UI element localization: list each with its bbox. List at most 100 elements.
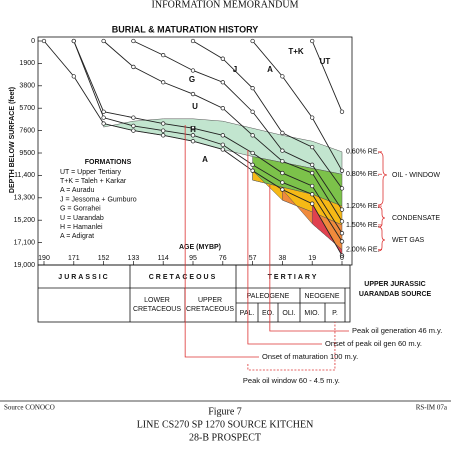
- x-tick-label: 19: [308, 255, 316, 262]
- burial-curve: [73, 40, 343, 242]
- curve-label: U: [192, 102, 198, 111]
- curve-point: [339, 253, 345, 258]
- legend-entry: A = Adigrat: [60, 233, 94, 240]
- legend-entry: H = Hamanlei: [60, 224, 103, 231]
- legend-entry: UT = Upper Tertiary: [60, 169, 122, 176]
- curve-point: [339, 207, 345, 212]
- marker-label: Onset of maturation 100 m.y.: [262, 352, 358, 361]
- marker-line: [184, 125, 259, 358]
- zone-label: CONDENSATE: [392, 215, 440, 222]
- curve-point: [250, 162, 255, 167]
- epoch-label: NEOGENE: [304, 293, 339, 300]
- curve-point: [280, 187, 285, 192]
- epoch-label: LOWER: [144, 297, 170, 304]
- marker-line: [269, 185, 349, 332]
- maturity-label: 2.00% RE.: [346, 247, 380, 254]
- curve-point: [71, 74, 76, 79]
- curve-point: [131, 64, 136, 70]
- x-tick-label: 171: [68, 255, 80, 262]
- curve-point: [220, 142, 225, 147]
- y-tick-label: 9500: [19, 150, 35, 157]
- curve-point: [101, 38, 106, 44]
- epoch-label: CRETACEOUS: [133, 306, 181, 313]
- curve-point: [161, 128, 166, 133]
- maturity-label: 0.60% RE.: [346, 149, 380, 156]
- y-axis-label: DEPTH BELOW SURFACE (feet): [9, 87, 16, 193]
- curve-point: [190, 91, 196, 97]
- curve-label: A: [267, 65, 273, 74]
- burial-curve: [133, 40, 343, 210]
- header-title: INFORMATION MEMORANDUM: [152, 0, 299, 10]
- curve-point: [250, 150, 255, 156]
- curve-point: [310, 201, 315, 206]
- epoch-label: PALEOGENE: [247, 293, 290, 300]
- source-label: UARANDAB SOURCE: [359, 291, 432, 298]
- curve-point: [280, 170, 285, 176]
- window-label: Peak oil window 60 - 4.5 m.y.: [243, 376, 340, 385]
- figure-number: Figure 7: [208, 406, 242, 417]
- x-tick-label: 57: [249, 255, 257, 262]
- curve-point: [280, 130, 285, 136]
- x-tick-label: 0: [340, 255, 344, 262]
- curve-point: [220, 106, 225, 111]
- x-axis-label: AGE (MYBP): [179, 244, 221, 251]
- curve-point: [220, 80, 225, 85]
- marker-label: Onset of peak oil gen 60 m.y.: [325, 339, 422, 348]
- curve-point: [339, 231, 345, 236]
- zone-label: WET GAS: [392, 237, 424, 244]
- legend-entry: G = Gorrahei: [60, 206, 101, 213]
- maturity-label: 1.50% RE.: [346, 222, 380, 229]
- curve-point: [310, 162, 315, 167]
- curve-point: [131, 115, 136, 120]
- legend-entry: U = Uarandab: [60, 215, 104, 222]
- y-tick-label: 13,300: [14, 195, 36, 202]
- legend-title: FORMATIONS: [85, 159, 132, 166]
- x-tick-label: 76: [219, 255, 227, 262]
- curve-label: H: [190, 125, 196, 134]
- curve-point: [310, 38, 315, 44]
- period-label: JURASSIC: [58, 274, 109, 281]
- period-label: CRETACEOUS: [149, 274, 217, 281]
- maturity-label: 1.20% RE.: [346, 203, 380, 210]
- x-tick-label: 95: [189, 255, 197, 262]
- y-tick-label: 1900: [19, 60, 35, 67]
- curve-point: [310, 115, 315, 120]
- curve-point: [41, 38, 47, 44]
- curve-point: [220, 147, 225, 152]
- epoch-label: PAL.: [240, 310, 255, 317]
- curve-point: [190, 133, 196, 138]
- curve-point: [280, 159, 285, 164]
- curve-point: [220, 133, 225, 138]
- marker-label: Peak oil generation 46 m.y.: [352, 326, 442, 335]
- y-tick-label: 3800: [19, 83, 35, 90]
- curve-point: [339, 168, 345, 173]
- curve-point: [250, 86, 255, 91]
- curve-point: [220, 56, 225, 61]
- legend-entry: A = Auradu: [60, 187, 95, 194]
- burial-curve: [311, 40, 343, 112]
- curve-point: [339, 219, 345, 224]
- curve-point: [101, 115, 106, 120]
- curve-point: [190, 68, 196, 73]
- y-tick-label: 19,000: [14, 262, 36, 269]
- legend-entry: J = Jessoma + Gumburo: [60, 196, 137, 203]
- curve-point: [280, 180, 285, 185]
- curve-label: UT: [320, 57, 331, 66]
- y-tick-label: 15,200: [14, 217, 36, 224]
- zone-label: OIL - WINDOW: [392, 172, 440, 179]
- x-tick-label: 152: [98, 255, 110, 262]
- burial-curve: [192, 40, 343, 189]
- curve-point: [339, 109, 345, 114]
- y-tick-label: 5700: [19, 105, 35, 112]
- curve-point: [339, 186, 345, 191]
- x-tick-label: 190: [38, 255, 50, 262]
- source-label: UPPER JURASSIC: [364, 281, 425, 288]
- marker-line: [247, 150, 322, 345]
- curve-point: [250, 168, 255, 173]
- curve-point: [161, 52, 166, 58]
- footer-ref: RS-IM 07a: [416, 404, 448, 412]
- y-tick-label: 0: [31, 38, 35, 45]
- footer-source: Source CONOCO: [4, 404, 55, 412]
- x-tick-label: 133: [128, 255, 140, 262]
